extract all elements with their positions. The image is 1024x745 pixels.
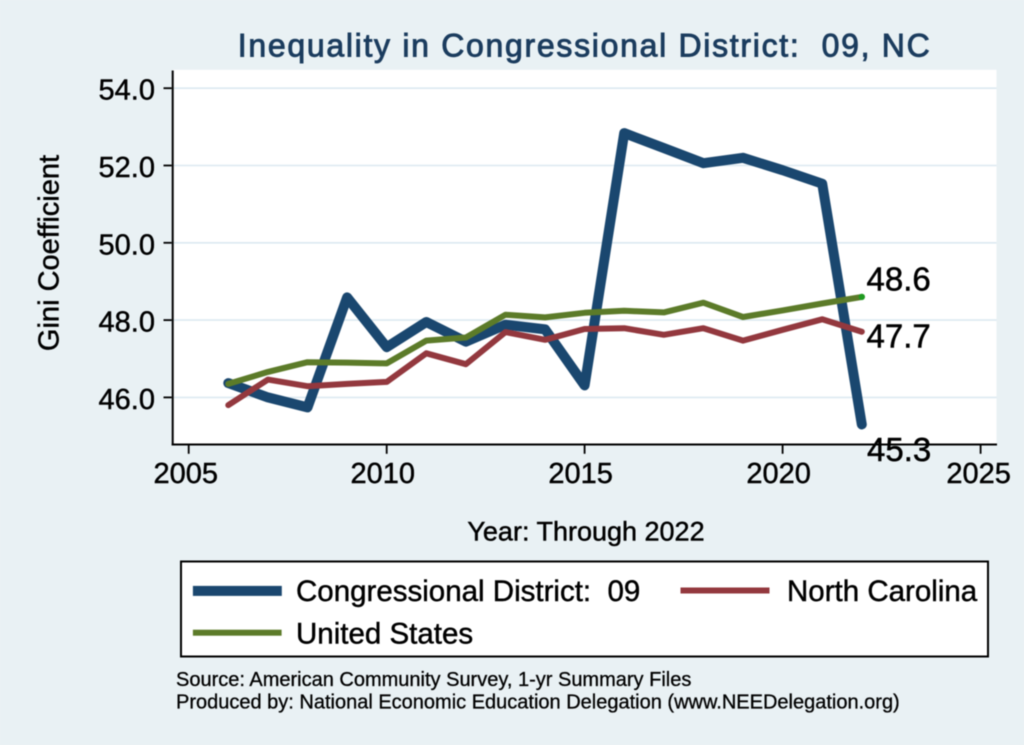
svg-text:Gini Coefficient: Gini Coefficient <box>34 155 66 351</box>
svg-text:Inequality in Congressional Di: Inequality in Congressional District: 09… <box>238 27 932 63</box>
svg-text:52.0: 52.0 <box>99 152 155 184</box>
svg-text:North Carolina: North Carolina <box>787 575 978 608</box>
svg-text:2025: 2025 <box>946 458 1011 490</box>
svg-text:46.0: 46.0 <box>99 384 155 416</box>
svg-text:2020: 2020 <box>746 458 811 490</box>
svg-text:Source: American Community Sur: Source: American Community Survey, 1-yr … <box>176 669 691 691</box>
svg-text:54.0: 54.0 <box>99 75 155 107</box>
svg-text:2010: 2010 <box>350 458 415 490</box>
svg-text:48.6: 48.6 <box>867 261 931 298</box>
svg-text:48.0: 48.0 <box>99 307 155 339</box>
svg-text:2005: 2005 <box>153 458 218 490</box>
svg-text:Congressional District: 09: Congressional District: 09 <box>296 575 640 608</box>
svg-text:45.3: 45.3 <box>867 431 931 468</box>
svg-text:50.0: 50.0 <box>99 229 155 261</box>
svg-text:United States: United States <box>296 618 473 651</box>
svg-text:47.7: 47.7 <box>867 317 931 354</box>
svg-text:Produced by: National Economic: Produced by: National Economic Education… <box>176 692 900 714</box>
svg-text:Year: Through 2022: Year: Through 2022 <box>467 517 704 547</box>
svg-text:2015: 2015 <box>548 458 613 490</box>
